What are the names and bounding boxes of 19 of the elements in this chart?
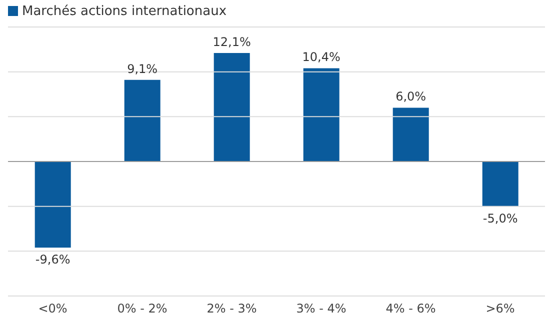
data-label: 9,1% <box>127 62 158 76</box>
x-tick-label: 4% - 6% <box>386 302 436 316</box>
x-tick-label: 2% - 3% <box>206 302 257 316</box>
legend-label: Marchés actions internationaux <box>22 4 227 19</box>
x-tick-label: 3% - 4% <box>296 302 346 316</box>
data-label: 6,0% <box>396 90 426 104</box>
data-label: -5,0% <box>482 211 518 226</box>
data-label: -9,6% <box>35 252 70 267</box>
bar <box>303 68 340 162</box>
data-label: 12,1% <box>212 35 251 50</box>
x-tick-label: <0% <box>38 302 68 316</box>
x-tick-label: >6% <box>486 302 515 316</box>
bar <box>34 162 71 248</box>
bar <box>392 108 429 162</box>
x-tick-label: 0% - 2% <box>117 302 168 316</box>
bar <box>482 162 518 206</box>
bar <box>214 53 250 162</box>
bar <box>124 80 160 162</box>
data-label: 10,4% <box>302 50 340 64</box>
